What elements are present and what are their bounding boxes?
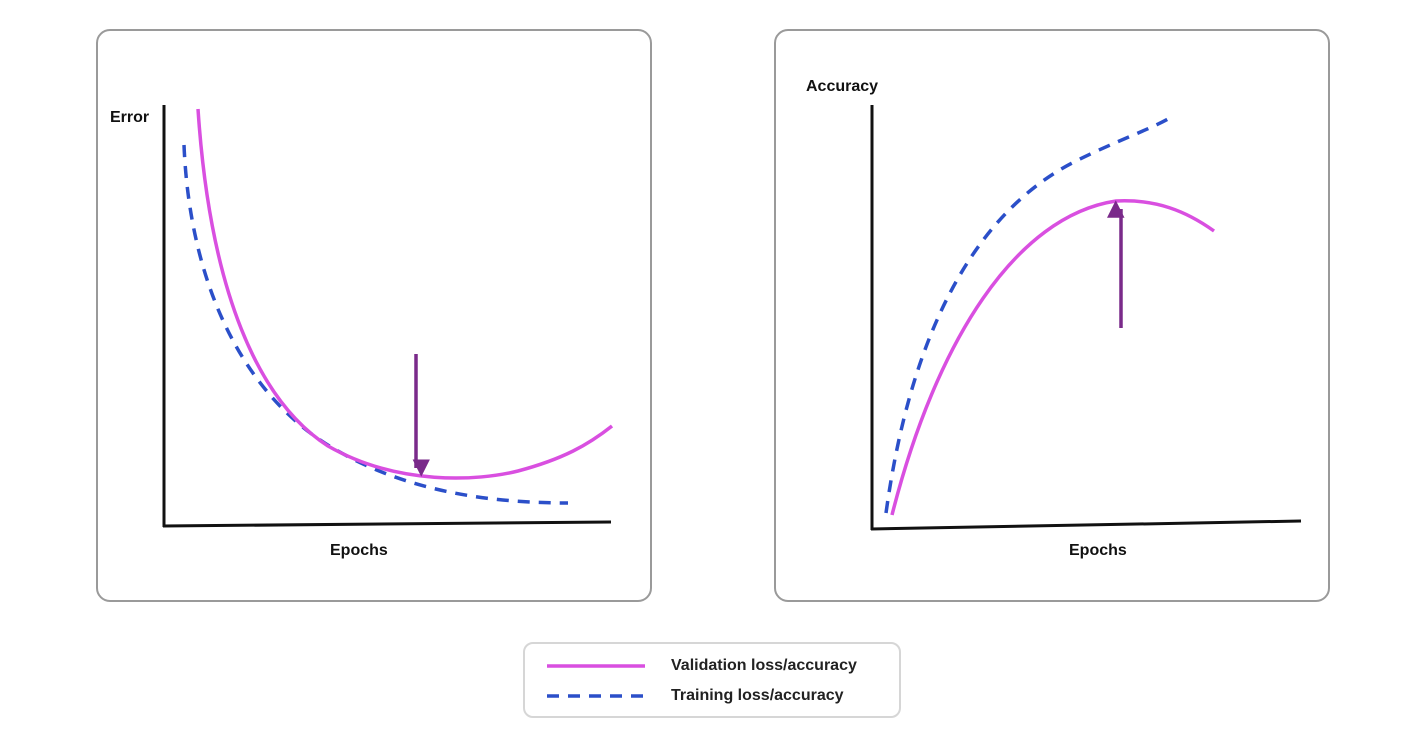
error-x-axis	[162, 520, 612, 528]
accuracy-x-axis	[870, 519, 1302, 531]
legend-item-validation: Validation loss/accuracy	[525, 654, 899, 680]
accuracy-x-label: Epochs	[1069, 542, 1127, 559]
accuracy-validation-curve	[890, 199, 1216, 516]
error-chart-panel: Error Epochs	[96, 29, 652, 602]
accuracy-training-curve	[884, 117, 1169, 514]
error-x-label: Epochs	[330, 542, 388, 559]
error-training-curve	[182, 144, 569, 505]
accuracy-chart-panel: Accuracy Epochs	[774, 29, 1330, 602]
error-chart-svg	[162, 105, 614, 528]
legend-validation-label: Validation loss/accuracy	[671, 657, 857, 674]
error-y-label: Error	[110, 109, 150, 126]
accuracy-y-label: Accuracy	[806, 78, 879, 95]
accuracy-chart-svg	[870, 105, 1302, 531]
legend: Validation loss/accuracy Training loss/a…	[523, 642, 901, 718]
error-validation-curve	[196, 108, 614, 480]
legend-training-label: Training loss/accuracy	[671, 687, 844, 704]
legend-validation-swatch	[547, 664, 645, 668]
legend-item-training: Training loss/accuracy	[525, 684, 899, 710]
legend-training-swatch	[547, 694, 645, 698]
